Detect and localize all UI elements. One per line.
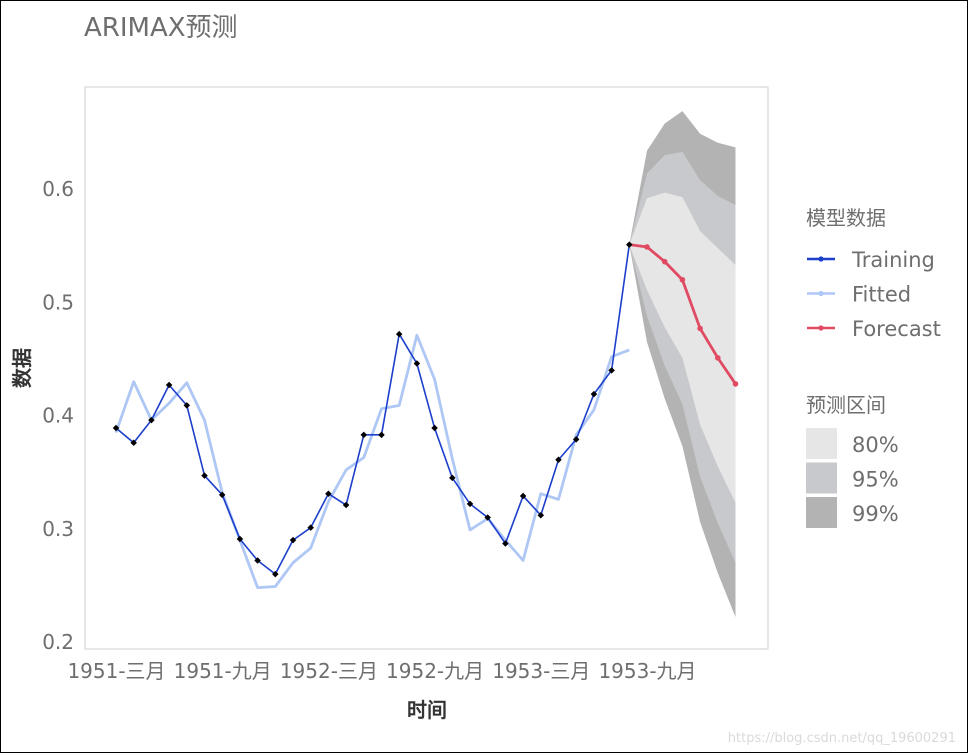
legend-series-title: 模型数据	[806, 206, 886, 230]
legend-key-marker	[818, 256, 824, 262]
x-tick-label: 1953-九月	[598, 659, 696, 683]
training-point	[555, 456, 562, 464]
training-point	[289, 536, 297, 544]
training-point	[608, 367, 615, 374]
legend-interval-title: 预测区间	[806, 393, 886, 417]
training-point	[449, 474, 456, 482]
training-point	[307, 524, 314, 531]
x-tick-label: 1951-九月	[174, 659, 272, 683]
training-point	[626, 241, 633, 248]
training-point	[466, 500, 474, 508]
training-point	[395, 330, 403, 338]
forecast-point	[715, 355, 721, 361]
forecast-point	[679, 276, 686, 283]
x-tick-label: 1952-九月	[386, 659, 484, 683]
forecast-point	[732, 381, 739, 387]
training-point	[201, 472, 208, 479]
legend-series-items: Training Fitted Forecast	[807, 248, 941, 341]
training-point	[572, 436, 580, 443]
x-tick-label: 1951-三月	[67, 659, 165, 683]
x-tick-label: 1953-三月	[492, 659, 590, 683]
y-tick-label: 0.4	[42, 404, 74, 428]
x-axis-ticks: 1951-三月 1951-九月 1952-三月 1952-九月 1953-三月 1953-…	[67, 659, 696, 683]
training-points	[112, 241, 739, 578]
training-point	[413, 360, 421, 367]
training-point	[272, 570, 279, 578]
legend-label-fitted: Fitted	[852, 283, 911, 307]
legend-interval-items: 80% 95% 99%	[806, 428, 899, 528]
legend-label-80pct: 80%	[852, 433, 899, 457]
training-point	[218, 491, 226, 499]
watermark: https://blog.csdn.net/qq_19600291	[728, 731, 956, 746]
chart-title: ARIMAX预测	[84, 13, 238, 43]
training-point	[519, 492, 527, 500]
training-point	[502, 540, 509, 547]
legend-label-95pct: 95%	[852, 468, 899, 492]
y-axis-title: 数据	[10, 348, 34, 388]
forecast-point	[644, 244, 650, 250]
training-point	[431, 424, 438, 432]
legend-label-training: Training	[851, 248, 935, 272]
y-tick-label: 0.2	[42, 630, 74, 654]
legend-swatch-99pct	[806, 497, 837, 528]
training-point	[183, 402, 191, 409]
training-point	[378, 431, 385, 439]
training-point	[130, 439, 137, 447]
legend-swatch-80pct	[806, 428, 837, 459]
legend-key-marker	[818, 325, 824, 331]
training-point	[112, 424, 120, 432]
legend-key-marker	[818, 290, 824, 297]
training-point	[342, 501, 350, 509]
y-tick-label: 0.6	[42, 177, 74, 201]
legend-label-99pct: 99%	[852, 502, 899, 526]
x-axis-title: 时间	[407, 698, 447, 722]
legend-swatch-95pct	[806, 462, 837, 494]
training-point	[360, 431, 368, 439]
y-axis-ticks: 0.2 0.3 0.4 0.5 0.6	[42, 177, 74, 654]
y-tick-label: 0.5	[42, 290, 74, 314]
forecast-point	[661, 258, 668, 265]
band-80pct	[629, 192, 736, 503]
forecast-point	[697, 325, 703, 332]
line-fitted	[114, 333, 630, 590]
legend: 模型数据 预测区间 Training Fitted Forecast 80% 95% 9…	[806, 206, 941, 528]
legend-label-forecast: Forecast	[852, 317, 941, 341]
plot-panel	[84, 86, 769, 650]
y-tick-label: 0.3	[42, 517, 74, 541]
prediction-bands	[629, 111, 736, 618]
training-point	[537, 511, 545, 519]
training-point	[165, 381, 173, 389]
x-tick-label: 1952-三月	[280, 659, 378, 683]
training-point	[484, 514, 491, 521]
training-point	[325, 490, 332, 497]
line-training	[115, 244, 631, 575]
training-point	[254, 557, 261, 564]
